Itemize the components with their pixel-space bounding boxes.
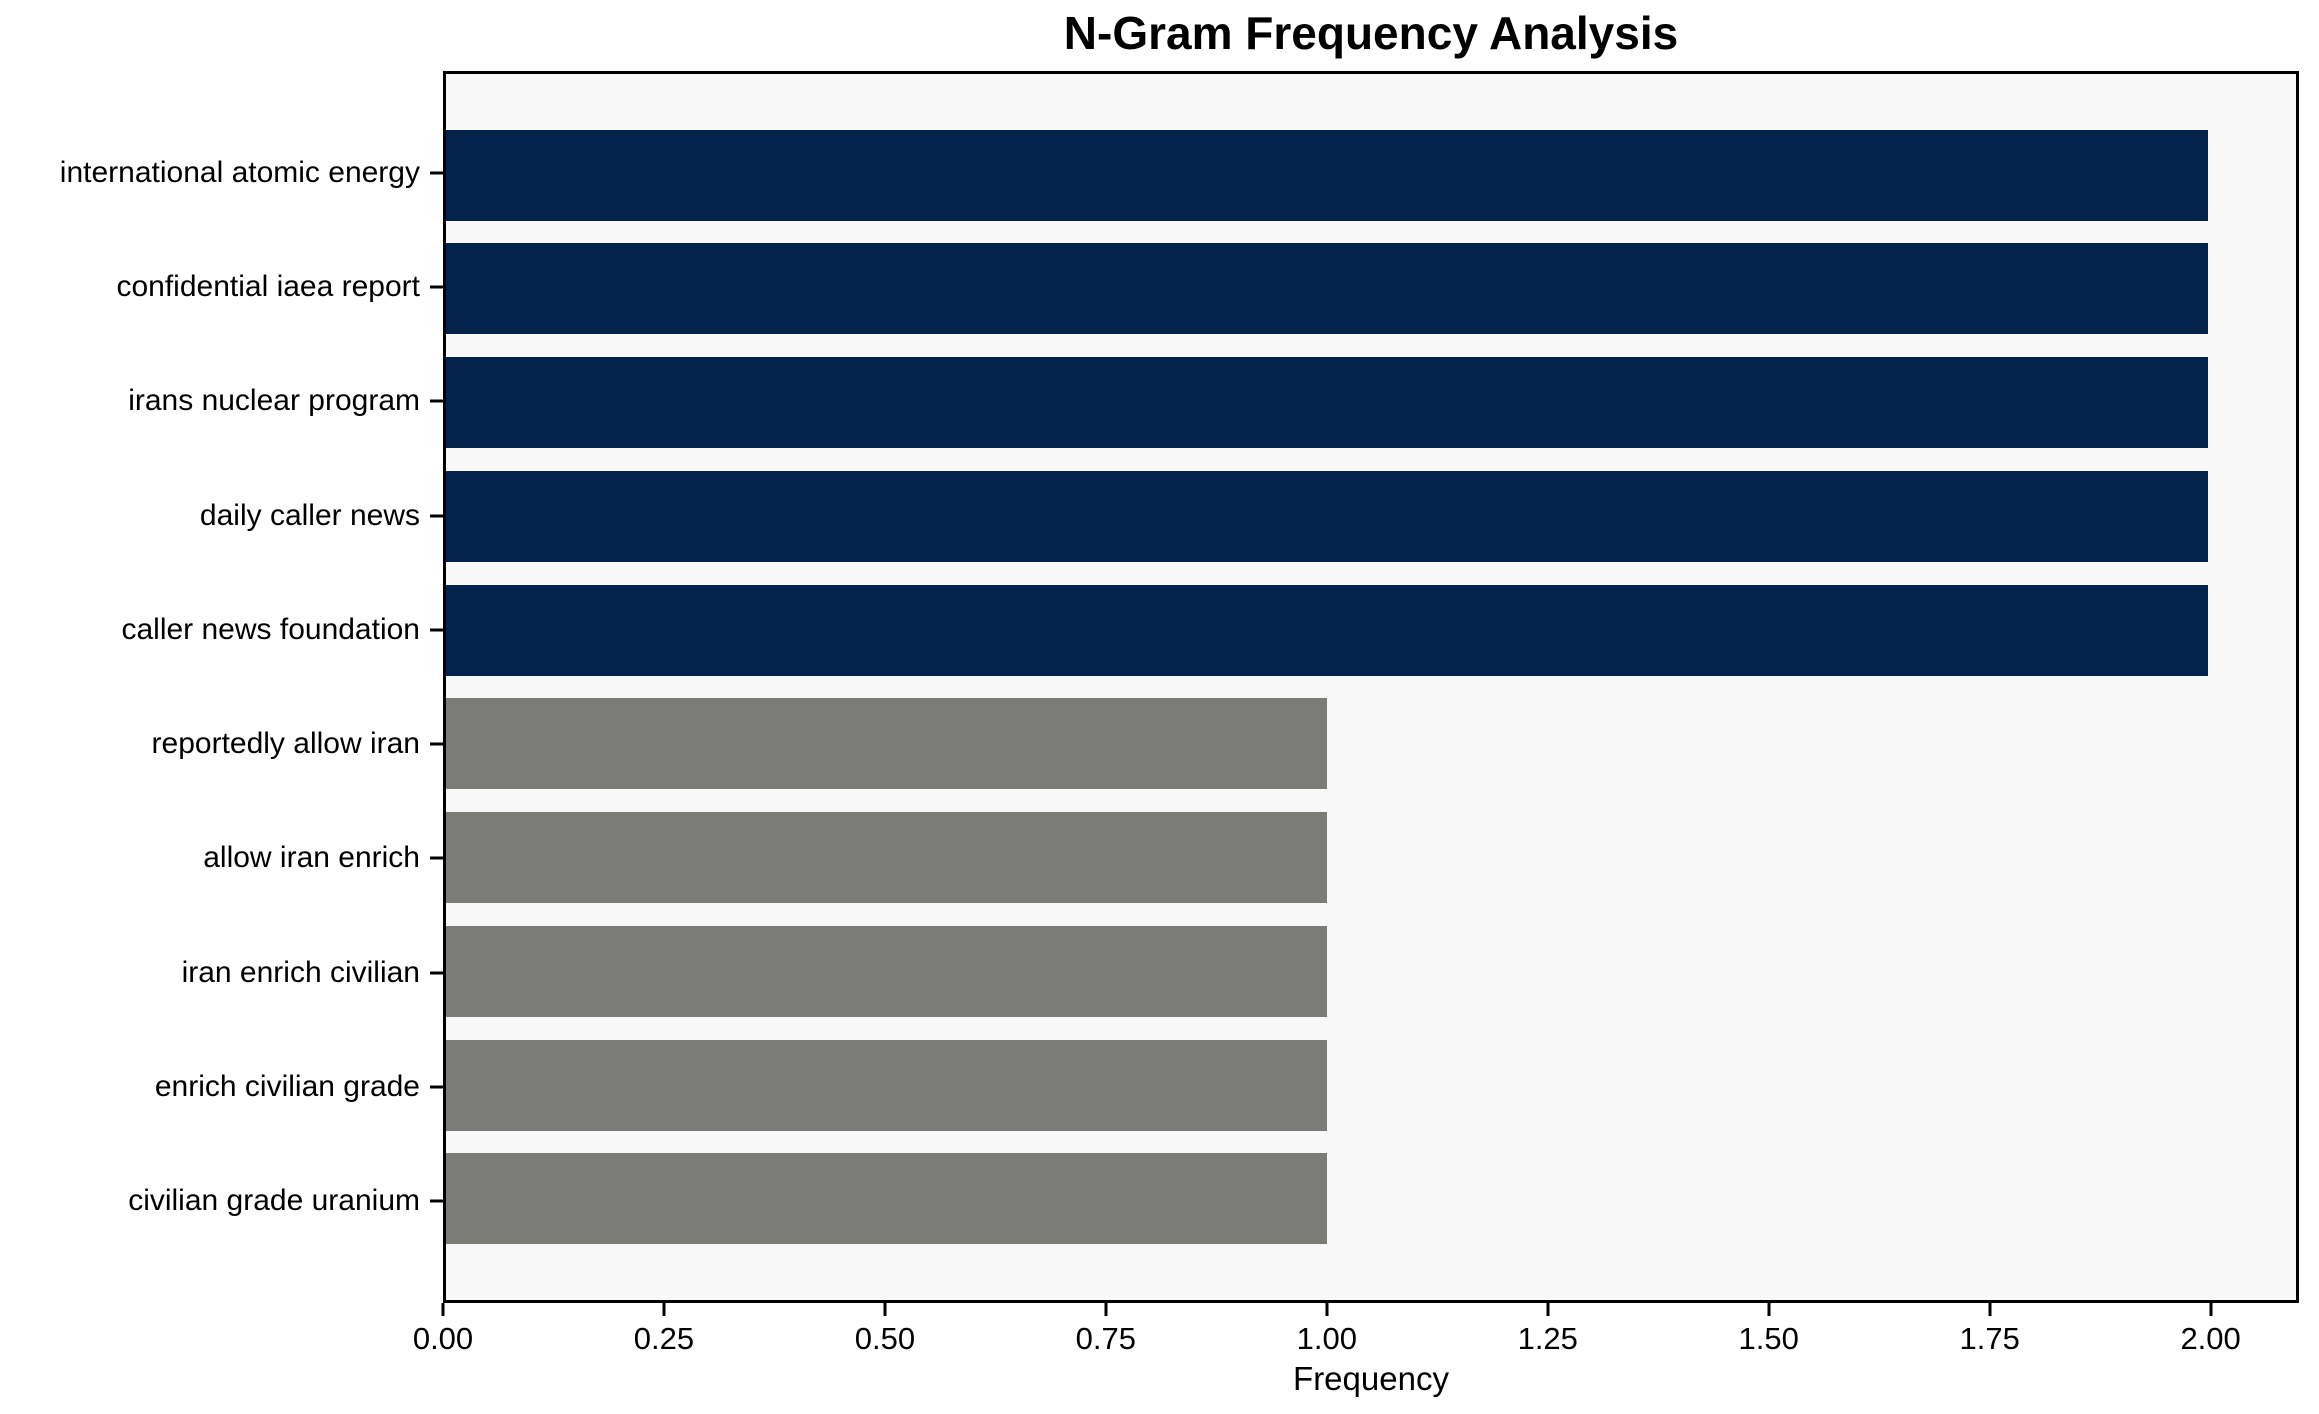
bar-irans-nuclear-program (446, 357, 2208, 449)
y-tick-label: irans nuclear program (128, 384, 420, 418)
y-tick-mark (430, 399, 443, 403)
y-tick-label: reportedly allow iran (151, 727, 420, 761)
y-tick-label: confidential iaea report (116, 270, 420, 303)
bar-civilian-grade-uranium (446, 1153, 1327, 1245)
bar-iran-enrich-civilian (446, 925, 1327, 1017)
x-tick-label: 2.00 (2180, 1321, 2241, 1356)
y-tick-mark (430, 514, 443, 518)
bar-allow-iran-enrich (446, 812, 1327, 904)
y-tick-label: enrich civilian grade (154, 1070, 420, 1103)
x-tick-mark (1104, 1303, 1108, 1316)
x-tick-mark (1546, 1303, 1550, 1316)
x-tick-label: 0.00 (412, 1321, 474, 1356)
y-tick-label: iran enrich civilian (181, 955, 420, 989)
x-tick-label: 1.25 (1517, 1321, 1578, 1356)
x-tick-mark (1325, 1303, 1329, 1316)
bar-enrich-civilian-grade (446, 1039, 1327, 1131)
y-tick-mark (430, 628, 443, 632)
bar-confidential-iaea-report (446, 243, 2208, 335)
chart-title: N-Gram Frequency Analysis (1063, 7, 1679, 59)
x-tick-label: 0.25 (633, 1321, 695, 1356)
x-tick-mark (2209, 1303, 2213, 1316)
y-tick-mark (430, 285, 443, 289)
plot-area (443, 71, 2299, 1303)
y-tick-mark (430, 742, 443, 746)
x-tick-mark (1767, 1303, 1771, 1316)
y-tick-label: caller news foundation (121, 612, 420, 646)
y-axis-ticks (0, 71, 443, 1303)
y-tick-label: civilian grade uranium (128, 1184, 420, 1218)
y-axis-labels: international atomic energy confidential … (0, 71, 420, 1303)
x-tick-label: 0.50 (854, 1321, 916, 1356)
y-tick-mark (430, 171, 443, 175)
y-tick-label: international atomic energy (59, 155, 420, 189)
y-tick-label: daily caller news (199, 498, 420, 532)
y-tick-label: allow iran enrich (203, 841, 420, 875)
bar-international-atomic-energy (446, 129, 2208, 221)
x-tick-mark (441, 1303, 445, 1316)
x-axis-ticks: 0.00 0.25 0.50 0.75 1.00 1.25 1.50 1.75 2.00 (413, 1303, 2299, 1393)
bar-caller-news-foundation (446, 584, 2208, 676)
y-tick-mark (430, 1199, 443, 1203)
x-tick-label: 0.75 (1075, 1321, 1137, 1356)
y-tick-mark (430, 856, 443, 860)
bar-reportedly-allow-iran (446, 698, 1327, 790)
x-tick-label: 1.75 (1959, 1321, 2020, 1356)
x-tick-label: 1.50 (1738, 1321, 1799, 1356)
x-tick-mark (883, 1303, 887, 1316)
y-tick-mark (430, 1085, 443, 1089)
x-tick-mark (662, 1303, 666, 1316)
x-tick-mark (1988, 1303, 1992, 1316)
x-axis-title: Frequency (1293, 1360, 1449, 1397)
x-tick-label: 1.00 (1296, 1321, 1357, 1356)
bar-daily-caller-news (446, 470, 2208, 562)
y-tick-mark (430, 971, 443, 975)
